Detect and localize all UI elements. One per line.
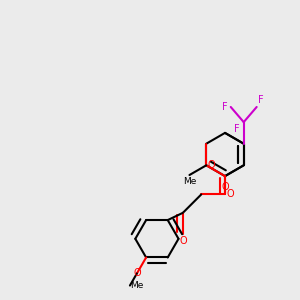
Text: O: O [179,236,187,246]
Text: Me: Me [183,176,196,185]
Text: O: O [133,268,141,278]
Text: Me: Me [130,281,143,290]
Text: O: O [226,190,234,200]
Text: F: F [234,124,239,134]
Text: O: O [221,182,229,192]
Text: F: F [258,95,264,106]
Text: O: O [208,160,215,170]
Text: F: F [222,102,228,112]
